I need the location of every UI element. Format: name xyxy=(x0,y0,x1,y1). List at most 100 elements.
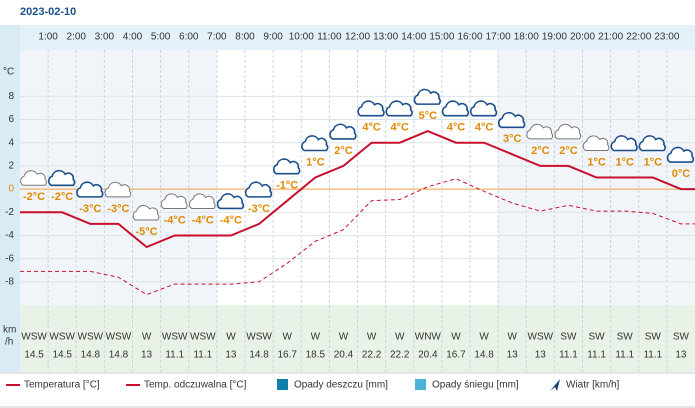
weather-icon xyxy=(188,193,216,209)
y-tick-label: 0 xyxy=(8,184,14,195)
wind-direction: WSW xyxy=(246,332,272,343)
temperature-label: -4°C xyxy=(192,214,214,226)
date-title: 2023-02-10 xyxy=(20,6,76,18)
wind-direction: W xyxy=(395,332,405,343)
weather-icon xyxy=(48,169,76,187)
x-tick-label: 7:00 xyxy=(207,32,227,43)
wind-arrow xyxy=(448,318,463,326)
column-bg xyxy=(160,50,189,305)
weather-icon xyxy=(582,135,610,151)
wind-direction: W xyxy=(142,332,152,343)
x-tick-label: 19:00 xyxy=(542,32,567,43)
x-tick-label: 11:00 xyxy=(317,32,342,43)
wind-direction: SW xyxy=(589,332,606,343)
temperature-label: -2°C xyxy=(51,191,73,203)
temperature-label: -4°C xyxy=(220,214,242,226)
y-tick-label: 6 xyxy=(8,114,14,125)
wind-speed: 14.8 xyxy=(81,350,101,361)
wind-arrow xyxy=(195,318,210,326)
weather-icon xyxy=(610,135,638,152)
column-bg xyxy=(273,50,302,305)
legend-swatch xyxy=(415,379,426,390)
wind-speed: 13 xyxy=(225,350,237,361)
weather-icon xyxy=(104,181,132,198)
wind-arrow xyxy=(27,318,42,326)
weather-icon xyxy=(329,123,357,140)
x-tick-label: 13:00 xyxy=(373,32,398,43)
wind-direction: WSW xyxy=(162,332,188,343)
y-tick-label: -6 xyxy=(5,253,14,264)
weather-icon xyxy=(216,193,245,210)
weather-icon xyxy=(469,100,498,117)
x-tick-label: 8:00 xyxy=(235,32,255,43)
wind-speed: 14.8 xyxy=(249,350,269,361)
wind-arrow xyxy=(111,318,126,326)
column-bg xyxy=(188,50,217,305)
column-bg xyxy=(216,50,245,305)
wind-speed: 16.7 xyxy=(277,350,297,361)
column-bg xyxy=(554,50,583,305)
column-bg xyxy=(666,50,695,305)
x-tick-label: 10:00 xyxy=(289,32,314,43)
legend-label: Opady śniegu [mm] xyxy=(432,380,519,391)
wind-speed: 22.2 xyxy=(362,350,382,361)
x-tick-label: 17:00 xyxy=(486,32,511,43)
weather-icon xyxy=(385,100,413,117)
wind-speed: 14.8 xyxy=(474,350,494,361)
wind-direction: WSW xyxy=(190,332,216,343)
temperature-label: -5°C xyxy=(136,226,158,238)
column-bg xyxy=(357,50,386,305)
column-bg xyxy=(526,50,555,305)
y-tick-label: 2 xyxy=(8,161,14,172)
weather-icon xyxy=(526,123,554,140)
weather-icon xyxy=(413,88,441,105)
x-tick-label: 9:00 xyxy=(263,32,283,43)
wind-arrow xyxy=(139,318,154,326)
wind-speed: 13 xyxy=(141,350,153,361)
wind-speed: 13 xyxy=(535,350,547,361)
wind-arrow xyxy=(477,318,492,326)
x-tick-label: 12:00 xyxy=(345,32,370,43)
wind-arrow xyxy=(252,318,267,326)
wind-speed: 14.8 xyxy=(109,350,129,361)
temperature-label: 1°C xyxy=(644,156,663,168)
wind-arrow xyxy=(336,318,351,326)
weather-icon xyxy=(357,100,385,117)
x-tick-label: 5:00 xyxy=(151,32,171,43)
wind-speed: 14.5 xyxy=(52,350,72,361)
wind-arrow xyxy=(673,318,688,326)
legend-swatch xyxy=(550,379,560,391)
wind-direction: W xyxy=(311,332,321,343)
wind-direction: W xyxy=(507,332,517,343)
wind-arrow xyxy=(167,318,182,326)
wind-direction: W xyxy=(367,332,377,343)
column-bg xyxy=(329,50,358,305)
y-axis-label: °C xyxy=(3,67,14,78)
wind-speed: 11.1 xyxy=(559,350,578,361)
wind-direction: W xyxy=(339,332,349,343)
temperature-label: 1°C xyxy=(306,156,325,168)
wind-speed: 13 xyxy=(675,350,687,361)
wind-speed: 11.1 xyxy=(615,350,634,361)
x-tick-label: 6:00 xyxy=(179,32,199,43)
x-tick-label: 21:00 xyxy=(598,32,623,43)
column-bg xyxy=(104,50,133,305)
temperature-label: 2°C xyxy=(559,145,578,157)
y-tick-label: -2 xyxy=(5,207,14,218)
wind-direction: SW xyxy=(673,332,690,343)
temperature-label: 4°C xyxy=(362,122,381,134)
wind-direction: WSW xyxy=(78,332,104,343)
y-tick-label: -4 xyxy=(5,230,14,241)
wind-arrow xyxy=(55,318,70,326)
wind-speed: 11.1 xyxy=(587,350,606,361)
series-line xyxy=(19,130,695,249)
wind-arrow xyxy=(280,318,295,326)
wind-direction: WSW xyxy=(49,332,75,343)
weather-icon xyxy=(638,135,666,152)
wind-arrow xyxy=(420,318,435,326)
weather-icon xyxy=(554,123,582,140)
column-bg xyxy=(441,50,470,305)
temperature-label: -2°C xyxy=(23,191,45,203)
wind-unit: km xyxy=(3,325,16,336)
